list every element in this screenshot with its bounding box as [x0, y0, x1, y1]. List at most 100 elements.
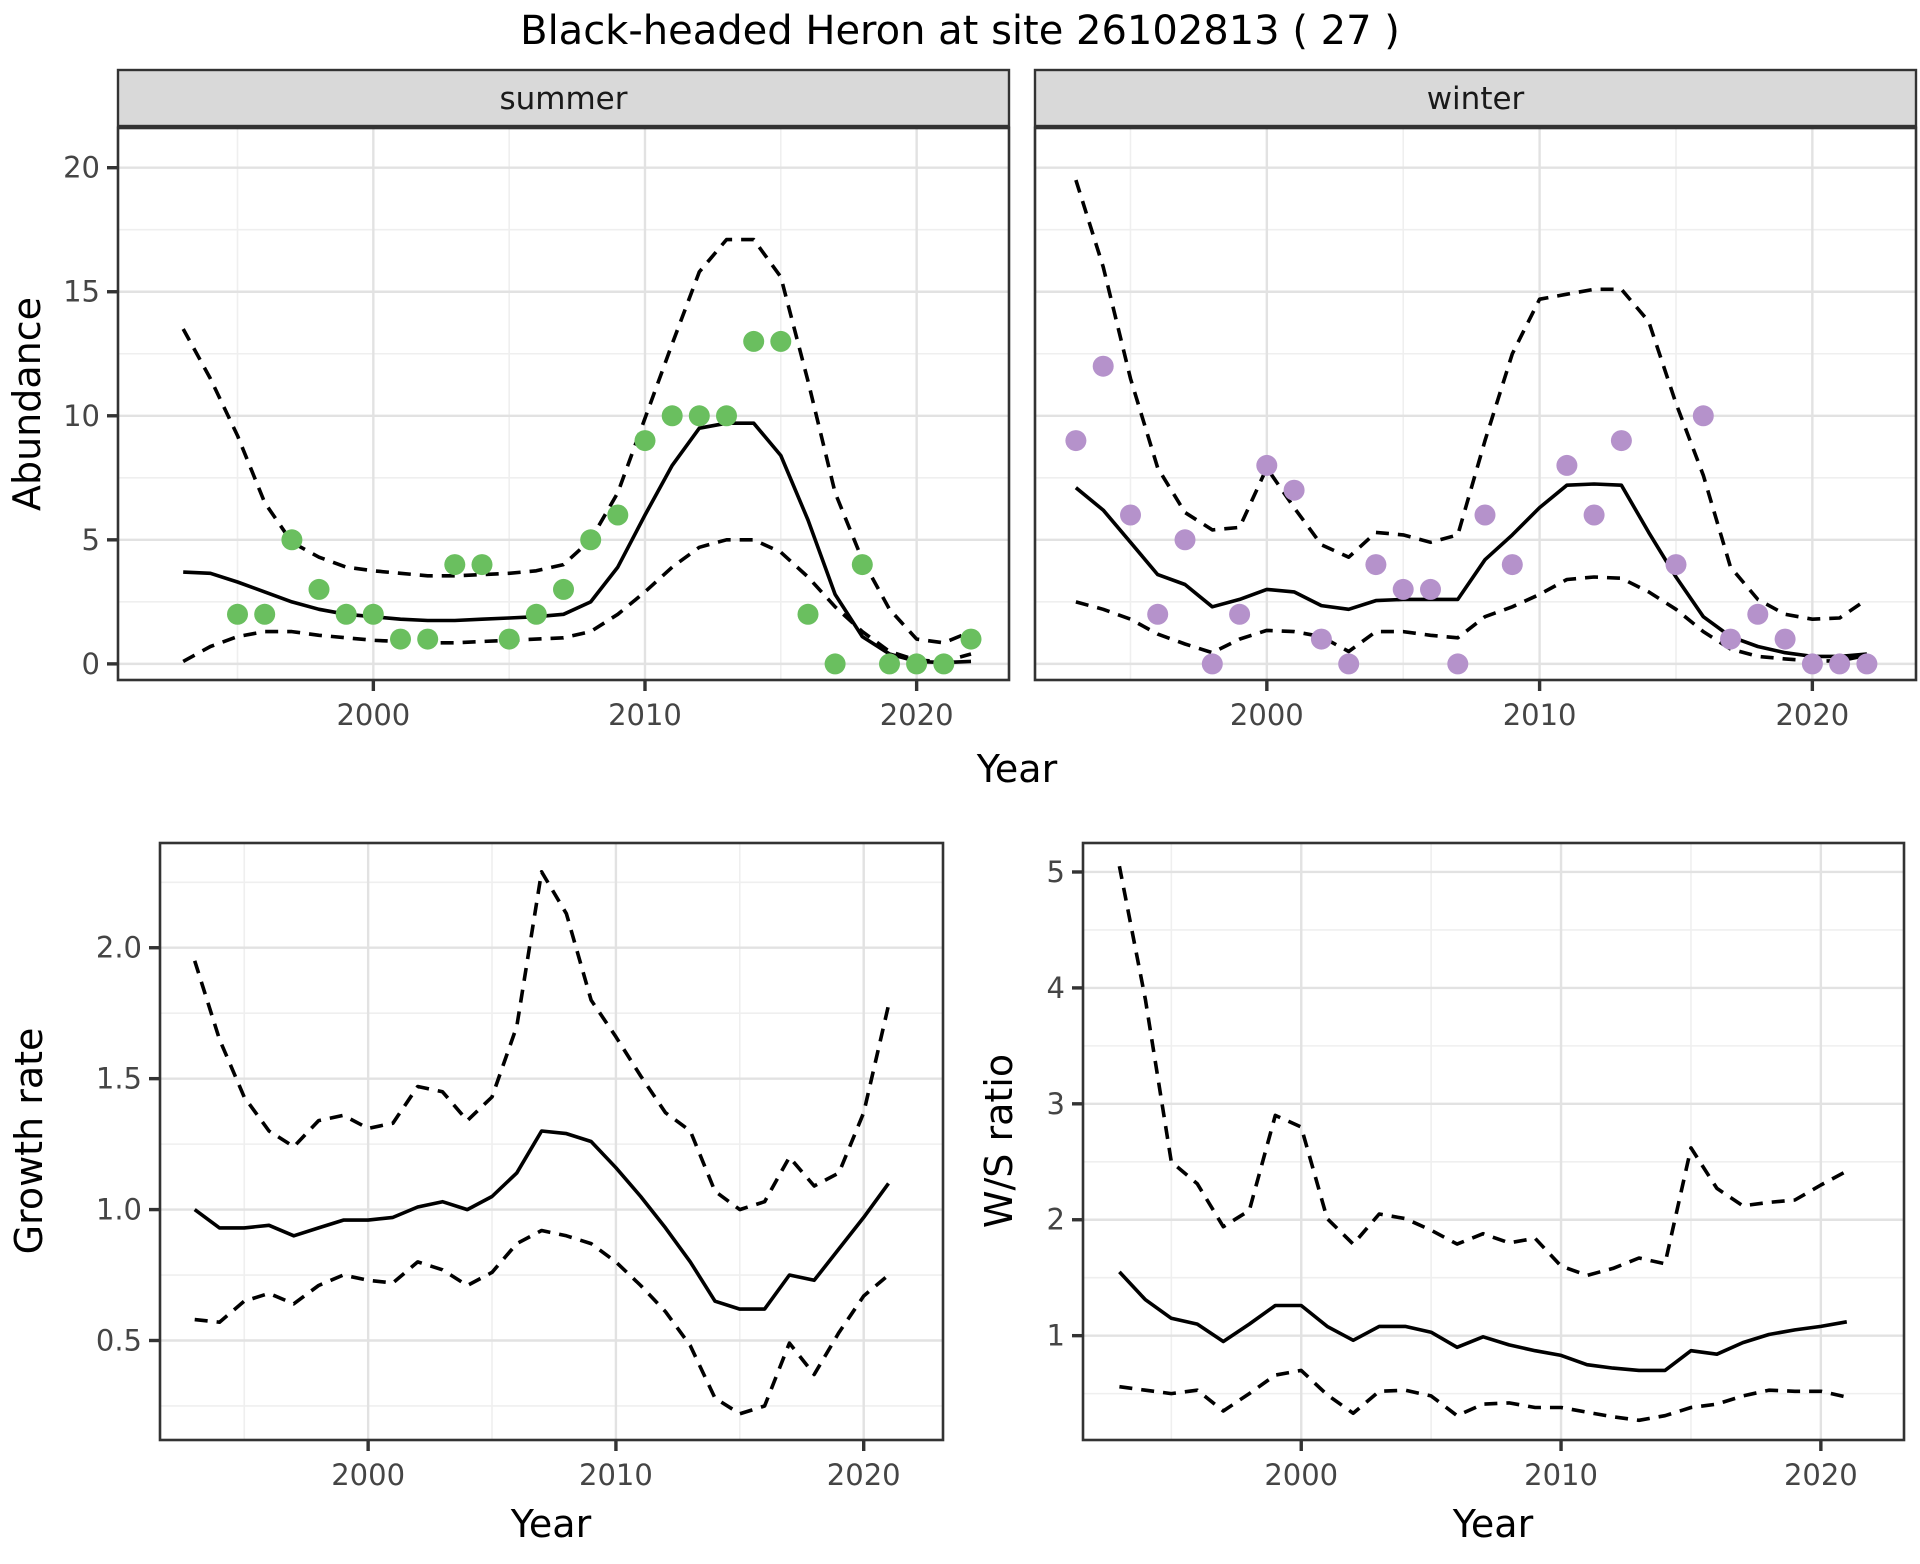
panel-abundance-summer: summer 2000 2010 2020 0 5 10 15 20 — [63, 68, 1011, 732]
y-tick-label: 0.5 — [96, 1324, 142, 1358]
data-point — [1174, 529, 1196, 551]
data-point — [1447, 653, 1469, 675]
data-point — [498, 628, 520, 650]
data-point — [1720, 628, 1741, 650]
data-point — [851, 554, 873, 576]
data-point — [1692, 405, 1714, 427]
data-point — [824, 653, 846, 675]
data-point — [1310, 628, 1332, 650]
facet-strip-label: winter — [1427, 81, 1525, 117]
x-axis-title-year-top: Year — [976, 747, 1058, 791]
data-point — [254, 603, 276, 625]
y-tick-label: 1 — [1047, 1319, 1065, 1353]
fit-line — [193, 1129, 890, 1311]
data-point — [580, 529, 602, 551]
lower-ci-line — [194, 1228, 890, 1416]
panel-abundance-winter: winter 2000 2010 2020 — [1033, 68, 1918, 732]
y-tick-label: 5 — [82, 523, 100, 557]
series-group — [181, 237, 982, 675]
data-point — [227, 603, 248, 625]
x-tick-label: 2010 — [579, 1458, 653, 1492]
data-point — [1201, 653, 1223, 675]
data-point — [1610, 430, 1632, 452]
panel-border — [116, 126, 1011, 682]
y-tick-label: 2 — [1047, 1203, 1065, 1237]
data-point — [1229, 603, 1251, 625]
data-point — [390, 628, 411, 650]
x-axis-title-year-growth: Year — [510, 1502, 592, 1546]
y-tick-label: 5 — [1047, 855, 1065, 889]
series-group — [192, 870, 891, 1416]
data-point — [1392, 578, 1414, 600]
y-axis-title-ws-ratio: W/S ratio — [977, 1054, 1021, 1228]
data-point — [1256, 454, 1278, 476]
y-tick-label: 4 — [1047, 971, 1065, 1005]
data-point — [1583, 504, 1605, 526]
lower-ci-line — [182, 538, 972, 664]
data-point — [1774, 628, 1796, 650]
data-point — [471, 554, 493, 576]
facet-strip-label: summer — [499, 81, 627, 117]
data-point — [933, 653, 955, 675]
y-tick-label: 2.0 — [96, 931, 142, 965]
panel-growth-rate: 2000 2010 2020 0.5 1.0 1.5 2.0 — [96, 841, 945, 1492]
data-point — [281, 529, 303, 551]
y-tick-label: 1.5 — [96, 1062, 142, 1096]
data-point — [417, 628, 439, 650]
data-point — [607, 504, 629, 526]
y-tick-label: 20 — [63, 151, 100, 185]
data-point — [1338, 653, 1360, 675]
x-tick-label: 2000 — [1230, 698, 1304, 732]
data-point — [716, 405, 737, 427]
x-tick-label: 2020 — [1775, 698, 1849, 732]
upper-ci-line — [181, 237, 972, 645]
y-axis-title-abundance: Abundance — [5, 297, 49, 511]
data-point — [1665, 554, 1687, 576]
series-group — [1065, 179, 1878, 675]
data-point — [335, 603, 357, 625]
x-tick-label: 2010 — [1524, 1458, 1598, 1492]
x-axis-title-year-ws: Year — [1452, 1502, 1534, 1546]
data-point — [960, 628, 982, 650]
data-point — [1474, 504, 1496, 526]
data-point — [1501, 554, 1523, 576]
data-point — [1283, 479, 1305, 501]
x-tick-label: 2000 — [1264, 1458, 1338, 1492]
x-tick-label: 2010 — [608, 698, 682, 732]
y-tick-label: 3 — [1047, 1087, 1065, 1121]
gridlines — [118, 128, 1009, 680]
data-point — [1065, 430, 1087, 452]
x-tick-label: 2020 — [827, 1458, 901, 1492]
data-point — [444, 554, 466, 576]
y-axis-title-growth-rate: Growth rate — [7, 1028, 51, 1255]
data-point — [1420, 578, 1441, 600]
series-group — [1117, 865, 1848, 1423]
data-point — [1556, 454, 1578, 476]
data-point — [308, 578, 330, 600]
x-tick-label: 2000 — [331, 1458, 405, 1492]
data-point — [1120, 504, 1141, 526]
data-point — [1147, 603, 1169, 625]
y-tick-label: 1.0 — [96, 1193, 142, 1227]
data-point — [879, 653, 900, 675]
figure-title: Black-headed Heron at site 26102813 ( 27… — [520, 8, 1400, 54]
data-point — [525, 603, 547, 625]
data-point — [362, 603, 384, 625]
data-point — [553, 578, 574, 600]
x-tick-label: 2020 — [880, 698, 954, 732]
y-tick-label: 0 — [82, 647, 100, 681]
upper-ci-line — [192, 870, 891, 1212]
panel-border — [158, 841, 945, 1442]
upper-ci-line — [1117, 865, 1848, 1278]
upper-ci-line — [1074, 179, 1868, 621]
x-tick-label: 2000 — [336, 698, 410, 732]
y-tick-label: 10 — [63, 399, 100, 433]
data-point — [1747, 603, 1769, 625]
lower-ci-line — [1119, 1368, 1848, 1423]
data-point — [661, 405, 683, 427]
facet-strip — [1033, 68, 1918, 128]
data-point — [743, 330, 765, 352]
